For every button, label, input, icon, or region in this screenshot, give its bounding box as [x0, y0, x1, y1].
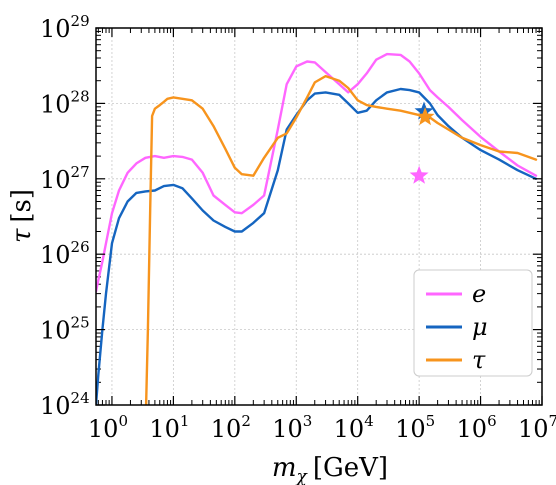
x-tick-label: 100 — [88, 412, 128, 443]
x-tick-label: 101 — [149, 412, 189, 443]
x-tick-label: 106 — [457, 412, 497, 443]
legend: eμτ — [413, 269, 533, 377]
y-tick-label: 1026 — [40, 238, 90, 269]
legend-label-2: τ — [472, 346, 486, 374]
series-line-1 — [96, 87, 538, 405]
x-tick-labels: 100 101 102 103 104 105 106 107 — [88, 412, 556, 443]
y-tick-label: 1025 — [40, 314, 90, 345]
legend-label-1: μ — [472, 313, 488, 341]
y-tick-label: 1024 — [40, 389, 90, 420]
x-axis-label: mχ [GeV] — [272, 453, 388, 485]
plot-frame — [95, 27, 543, 406]
marker-layer — [409, 101, 435, 184]
x-tick-label: 102 — [211, 412, 251, 443]
x-tick-label: 104 — [334, 412, 374, 443]
y-tick-labels: 1024 1025 1026 1027 1028 1029 — [40, 12, 90, 420]
series-layer — [96, 52, 538, 405]
series-line-2 — [144, 74, 538, 405]
y-axis-label: τ[s] — [7, 189, 37, 243]
star-marker-2 — [415, 107, 435, 126]
legend-box — [413, 269, 533, 377]
y-tick-label: 1029 — [40, 12, 90, 43]
legend-label-0: e — [472, 280, 486, 308]
y-tick-label: 1027 — [40, 163, 90, 194]
series-line-0 — [96, 52, 538, 293]
x-tick-label: 103 — [272, 412, 312, 443]
star-marker-0 — [409, 165, 429, 184]
major-ticks — [96, 27, 543, 406]
x-tick-label: 107 — [518, 412, 556, 443]
y-tick-label: 1028 — [40, 87, 90, 118]
x-tick-label: 105 — [395, 412, 435, 443]
